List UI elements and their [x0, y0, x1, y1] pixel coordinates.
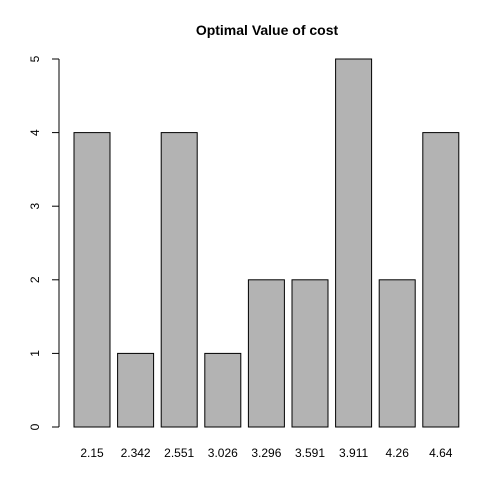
x-tick-label: 4.64	[429, 446, 453, 460]
x-tick-label: 3.026	[208, 446, 238, 460]
x-tick-label: 3.296	[251, 446, 281, 460]
x-tick-labels: 2.15 2.342 2.551 3.026 3.296 3.591 3.911 4.26 4.…	[80, 446, 452, 460]
y-tick-label: 5	[28, 55, 42, 62]
bar-2.15	[73, 132, 111, 428]
y-tick-label: 3	[28, 203, 42, 210]
x-tick-label: 2.342	[121, 446, 151, 460]
bar-series	[73, 58, 460, 428]
bar-4.64	[422, 132, 460, 428]
bar-4.26	[378, 279, 416, 428]
bar-3.591	[291, 279, 329, 428]
x-tick-label: 4.26	[386, 446, 410, 460]
y-axis: 0 1 2 3 4 5	[28, 55, 60, 430]
bar-3.026	[204, 352, 242, 428]
chart-title: Optimal Value of cost	[196, 22, 339, 38]
y-tick-label: 4	[28, 129, 42, 136]
x-tick-label: 3.911	[339, 446, 368, 460]
x-tick-label: 2.15	[80, 446, 104, 460]
x-tick-label: 2.551	[164, 446, 194, 460]
y-tick-label: 0	[28, 423, 42, 430]
bar-2.551	[160, 132, 198, 428]
bar-3.296	[247, 279, 285, 428]
y-tick-label: 2	[28, 276, 42, 283]
y-tick-label: 1	[28, 350, 42, 357]
bar-3.911	[335, 58, 373, 428]
x-tick-label: 3.591	[295, 446, 325, 460]
bar-2.342	[117, 352, 155, 428]
